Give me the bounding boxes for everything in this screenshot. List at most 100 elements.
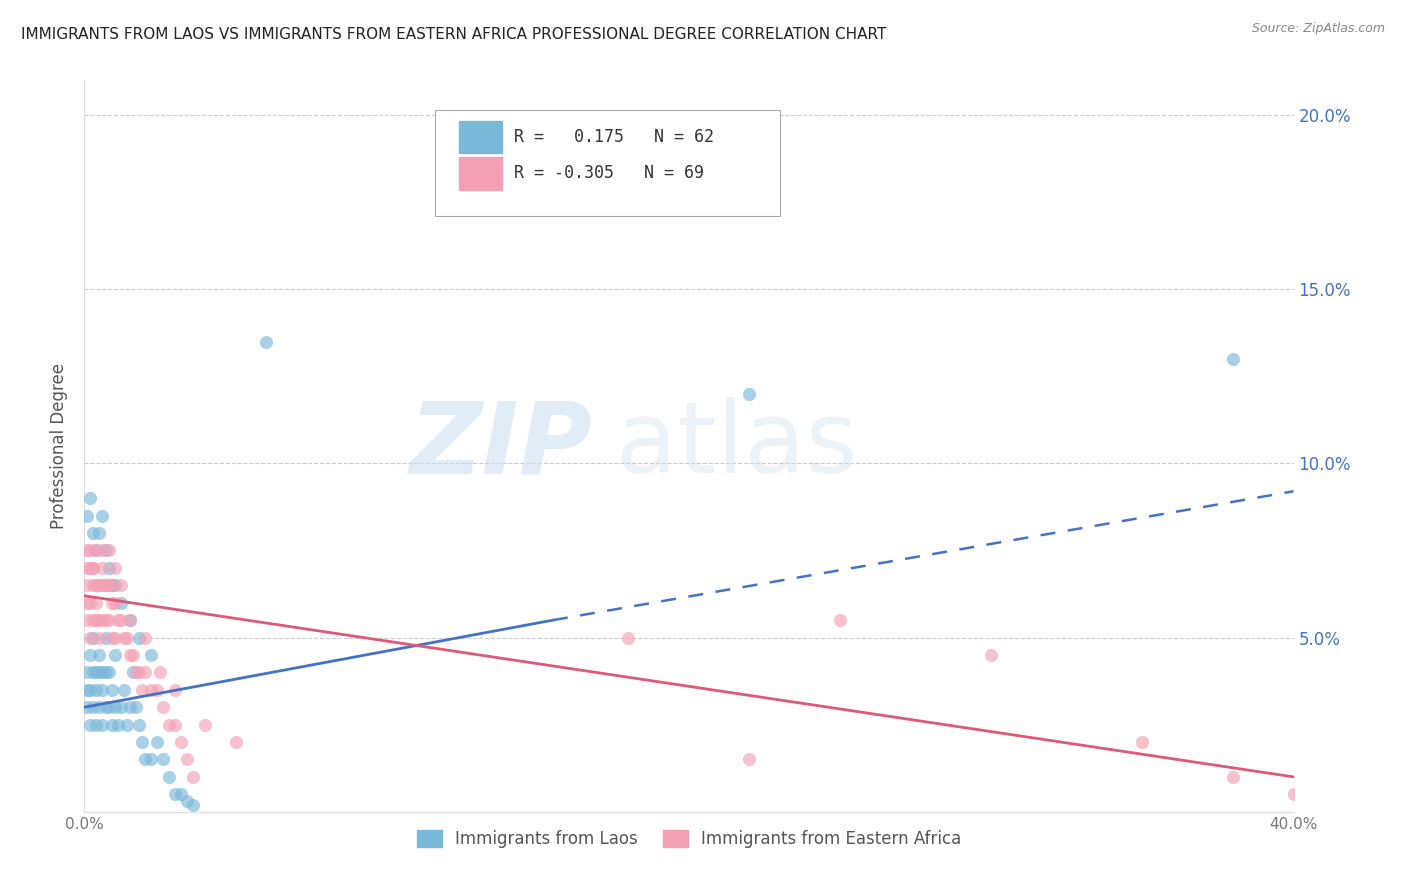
Immigrants from Eastern Africa [82,561,104,575]
Immigrants from Eastern Africa [149,665,172,680]
Immigrants from Eastern Africa [79,561,101,575]
Immigrants from Laos [100,682,122,697]
Immigrants from Laos [86,543,108,558]
Immigrants from Eastern Africa [76,613,98,627]
Immigrants from Eastern Africa [82,578,104,592]
Immigrants from Laos [94,543,117,558]
Immigrants from Laos [738,386,761,401]
Immigrants from Laos [107,717,129,731]
Immigrants from Laos [97,561,120,575]
Immigrants from Eastern Africa [86,578,108,592]
Text: Source: ZipAtlas.com: Source: ZipAtlas.com [1251,22,1385,36]
Immigrants from Eastern Africa [79,543,101,558]
Immigrants from Eastern Africa [617,631,640,645]
Immigrants from Eastern Africa [104,561,127,575]
Immigrants from Laos [94,631,117,645]
Immigrants from Laos [79,717,101,731]
Immigrants from Laos [115,717,138,731]
Text: ZIP: ZIP [409,398,592,494]
Immigrants from Laos [146,735,169,749]
Immigrants from Laos [100,717,122,731]
Immigrants from Eastern Africa [91,543,114,558]
Immigrants from Laos [139,648,162,662]
Immigrants from Eastern Africa [152,700,174,714]
Immigrants from Eastern Africa [89,578,111,592]
Immigrants from Eastern Africa [86,543,108,558]
Immigrants from Eastern Africa [100,631,122,645]
Immigrants from Laos [152,752,174,766]
Immigrants from Laos [89,665,111,680]
Immigrants from Laos [104,578,127,592]
Immigrants from Eastern Africa [110,613,132,627]
Y-axis label: Professional Degree: Professional Degree [51,363,69,529]
Immigrants from Laos [1222,351,1244,366]
Immigrants from Laos [112,682,135,697]
Immigrants from Laos [176,794,198,808]
Immigrants from Laos [79,648,101,662]
Immigrants from Eastern Africa [181,770,204,784]
Immigrants from Eastern Africa [100,578,122,592]
Immigrants from Eastern Africa [91,578,114,592]
Immigrants from Laos [86,665,108,680]
Immigrants from Laos [91,717,114,731]
Immigrants from Eastern Africa [110,578,132,592]
Immigrants from Laos [131,735,153,749]
Immigrants from Eastern Africa [128,665,150,680]
Immigrants from Laos [91,682,114,697]
Immigrants from Eastern Africa [134,631,156,645]
Immigrants from Eastern Africa [131,682,153,697]
Immigrants from Laos [128,631,150,645]
Immigrants from Eastern Africa [89,631,111,645]
Immigrants from Laos [94,665,117,680]
Immigrants from Eastern Africa [91,613,114,627]
Immigrants from Eastern Africa [165,717,187,731]
Immigrants from Laos [89,700,111,714]
Bar [460,120,502,153]
Immigrants from Laos [170,787,193,801]
Immigrants from Eastern Africa [107,613,129,627]
Immigrants from Eastern Africa [176,752,198,766]
Immigrants from Eastern Africa [146,682,169,697]
Immigrants from Eastern Africa [115,631,138,645]
Immigrants from Eastern Africa [86,613,108,627]
Text: R =   0.175   N = 62: R = 0.175 N = 62 [513,128,714,145]
Immigrants from Laos [79,682,101,697]
Legend: Immigrants from Laos, Immigrants from Eastern Africa: Immigrants from Laos, Immigrants from Ea… [411,823,967,855]
Immigrants from Laos [139,752,162,766]
Immigrants from Eastern Africa [104,596,127,610]
Immigrants from Eastern Africa [194,717,217,731]
Immigrants from Eastern Africa [165,682,187,697]
Immigrants from Eastern Africa [94,578,117,592]
Immigrants from Laos [97,700,120,714]
Immigrants from Eastern Africa [118,613,141,627]
Immigrants from Eastern Africa [1130,735,1153,749]
Immigrants from Eastern Africa [94,578,117,592]
Immigrants from Laos [94,700,117,714]
Immigrants from Laos [165,787,187,801]
Immigrants from Laos [134,752,156,766]
Immigrants from Eastern Africa [738,752,761,766]
Text: atlas: atlas [616,398,858,494]
Immigrants from Eastern Africa [134,665,156,680]
Immigrants from Eastern Africa [980,648,1002,662]
Immigrants from Laos [118,700,141,714]
Immigrants from Laos [82,526,104,541]
Immigrants from Laos [125,700,148,714]
Immigrants from Laos [76,682,98,697]
Immigrants from Eastern Africa [94,613,117,627]
Immigrants from Laos [82,665,104,680]
Immigrants from Eastern Africa [97,613,120,627]
Immigrants from Laos [82,700,104,714]
Immigrants from Eastern Africa [82,613,104,627]
Immigrants from Laos [128,717,150,731]
Immigrants from Eastern Africa [86,596,108,610]
Immigrants from Laos [104,648,127,662]
Immigrants from Laos [97,665,120,680]
Immigrants from Eastern Africa [91,561,114,575]
Immigrants from Eastern Africa [139,682,162,697]
Immigrants from Eastern Africa [76,543,98,558]
Immigrants from Eastern Africa [1282,787,1305,801]
Immigrants from Eastern Africa [79,596,101,610]
Immigrants from Eastern Africa [76,578,98,592]
Immigrants from Laos [157,770,180,784]
